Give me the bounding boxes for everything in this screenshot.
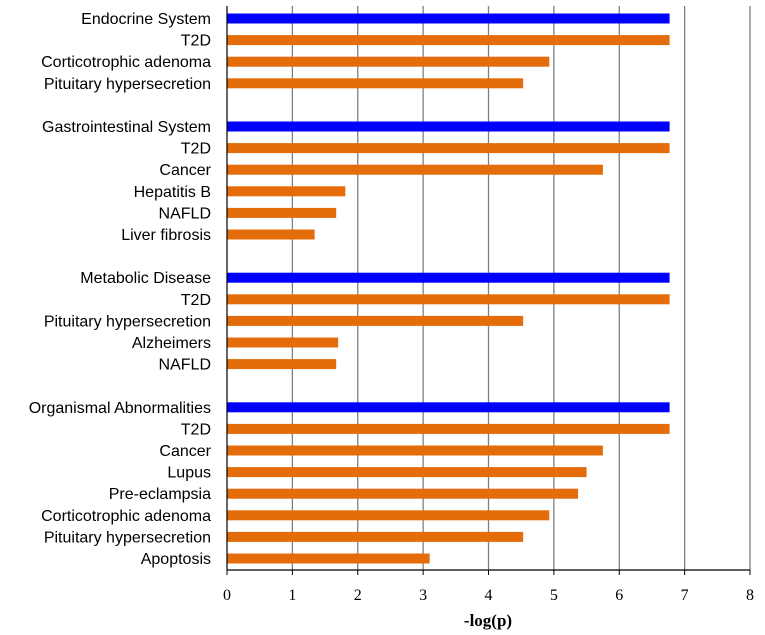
bar: [227, 315, 524, 326]
bar: [227, 186, 346, 197]
bar: [227, 229, 315, 240]
bar: [227, 143, 670, 154]
gridlines: [291, 6, 751, 570]
group-label: Organismal Abnormalities: [29, 400, 211, 417]
category-label: T2D: [181, 421, 211, 438]
group-label: Gastrointestinal System: [42, 119, 211, 136]
category-label: NAFLD: [159, 357, 211, 374]
x-tick-label: 7: [681, 587, 689, 604]
category-label: T2D: [181, 141, 211, 158]
bar: [227, 423, 670, 434]
bar: [227, 164, 603, 175]
x-tick-label: 2: [354, 587, 362, 604]
category-label: Corticotrophic adenoma: [41, 508, 211, 525]
category-label: T2D: [181, 292, 211, 309]
category-label: Alzheimers: [132, 335, 211, 352]
category-label: Corticotrophic adenoma: [41, 54, 211, 71]
category-label: Apoptosis: [141, 551, 211, 568]
category-label: Pre-eclampsia: [109, 486, 211, 503]
group-label: Endocrine System: [81, 11, 211, 28]
category-label: Pituitary hypersecretion: [44, 529, 211, 546]
group-bar: [227, 13, 670, 24]
bar: [227, 35, 670, 46]
group-label: Metabolic Disease: [80, 270, 211, 287]
category-label: T2D: [181, 33, 211, 50]
bar: [227, 207, 337, 218]
bars: [227, 13, 670, 564]
x-axis: 0 1 2 3 4 5 6 7 8: [223, 6, 754, 604]
bar: [227, 510, 550, 521]
category-label: Lupus: [167, 465, 211, 482]
bar: [227, 359, 337, 370]
bar: [227, 531, 524, 542]
bar: [227, 78, 524, 89]
category-label: Pituitary hypersecretion: [44, 313, 211, 330]
category-label: Cancer: [159, 443, 211, 460]
x-tick-label: 6: [615, 587, 623, 604]
bar: [227, 294, 670, 305]
bar: [227, 337, 339, 348]
bar: [227, 445, 603, 456]
category-labels: Endocrine System T2D Corticotrophic adenom…: [29, 11, 212, 568]
group-bar: [227, 272, 670, 283]
x-tick-label: 8: [746, 587, 754, 604]
group-bar: [227, 402, 670, 413]
bar: [227, 56, 550, 67]
x-axis-title: -log(p): [464, 611, 512, 630]
category-label: Pituitary hypersecretion: [44, 76, 211, 93]
bar: [227, 467, 587, 478]
category-label: Liver fibrosis: [121, 227, 211, 244]
category-label: NAFLD: [159, 205, 211, 222]
x-tick-label: 1: [288, 587, 296, 604]
bar: [227, 488, 579, 499]
category-label: Hepatitis B: [134, 184, 211, 201]
x-tick-label: 3: [419, 587, 427, 604]
x-tick-label: 0: [223, 587, 231, 604]
x-tick-label: 4: [485, 587, 493, 604]
x-tick-label: 5: [550, 587, 558, 604]
category-label: Cancer: [159, 162, 211, 179]
bar: [227, 553, 430, 564]
group-bar: [227, 121, 670, 132]
